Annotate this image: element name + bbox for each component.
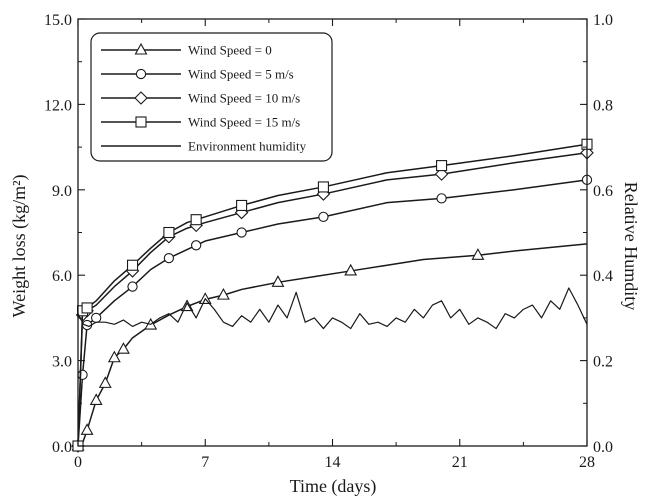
data-point xyxy=(81,302,93,314)
legend-box xyxy=(90,32,333,162)
y-tick-label: 3.0 xyxy=(52,354,72,371)
data-point xyxy=(436,193,447,204)
series-1 xyxy=(72,174,593,452)
legend-item: Wind Speed = 10 m/s xyxy=(101,91,300,106)
data-point xyxy=(236,199,248,212)
x-tick-label: 0 xyxy=(74,454,82,471)
data-point xyxy=(191,240,202,251)
legend-item: Wind Speed = 5 m/s xyxy=(101,67,294,82)
y2-tick-label: 0.6 xyxy=(593,183,613,200)
series-2 xyxy=(71,146,594,453)
series-line xyxy=(77,243,588,447)
data-point xyxy=(318,211,329,222)
data-point xyxy=(98,376,112,388)
series-line xyxy=(77,179,588,447)
series-0 xyxy=(71,243,588,451)
legend-marker xyxy=(134,42,148,55)
legend-item: Wind Speed = 15 m/s xyxy=(101,115,300,130)
y2-axis-label: Relative Humdity xyxy=(621,182,641,310)
legend-label: Wind Speed = 10 m/s xyxy=(188,91,300,106)
legend-marker xyxy=(135,68,147,80)
data-point xyxy=(344,263,358,276)
data-point xyxy=(163,252,175,264)
legend-label: Environment humidity xyxy=(188,139,307,154)
data-point xyxy=(436,160,448,172)
x-axis-label: Time (days) xyxy=(290,476,377,497)
y-tick-label: 12.0 xyxy=(44,97,72,114)
y-tick-label: 0.0 xyxy=(52,439,72,456)
data-point xyxy=(107,350,121,363)
series-3 xyxy=(72,138,593,452)
x-tick-label: 14 xyxy=(325,454,341,471)
legend-label: Wind Speed = 5 m/s xyxy=(188,67,294,82)
y2-tick-label: 0.8 xyxy=(593,97,613,114)
data-point xyxy=(317,181,329,193)
legend: Wind Speed = 0 Wind Speed = 5 m/s Wind Spe… xyxy=(90,32,333,162)
y-tick-label: 15.0 xyxy=(44,12,72,29)
legend-label: Wind Speed = 0 xyxy=(188,43,272,58)
series-line xyxy=(77,287,588,330)
x-tick-label: 21 xyxy=(452,454,468,471)
legend-marker xyxy=(134,91,148,105)
y2-tick-label: 0.4 xyxy=(593,268,613,285)
series-line xyxy=(77,152,588,447)
data-point xyxy=(91,312,102,324)
x-tick-label: 28 xyxy=(579,454,595,471)
data-point xyxy=(89,393,103,406)
y-axis-label: Weight loss (kg/m²) xyxy=(9,175,30,318)
y2-tick-label: 0.0 xyxy=(593,439,613,456)
y2-tick-label: 1.0 xyxy=(593,12,613,29)
y2-tick-label: 0.2 xyxy=(593,354,613,371)
data-point xyxy=(471,248,485,260)
data-point xyxy=(117,342,130,354)
legend-item: Wind Speed = 0 xyxy=(101,43,272,58)
axes: 0 7 14 21 280.03.06.09.012.015.00.00.20.40.6… xyxy=(44,12,613,471)
legend-label: Wind Speed = 15 m/s xyxy=(188,115,300,130)
y-tick-label: 6.0 xyxy=(52,268,72,285)
data-point xyxy=(216,287,230,300)
data-point xyxy=(126,259,139,271)
x-tick-label: 7 xyxy=(201,454,209,471)
legend-item: Environment humidity xyxy=(101,139,307,154)
plot-area xyxy=(71,138,594,453)
series-line xyxy=(77,143,588,447)
data-point xyxy=(80,423,94,435)
data-point xyxy=(236,227,247,238)
data-point xyxy=(190,214,202,226)
data-point xyxy=(271,275,285,287)
y-tick-label: 9.0 xyxy=(52,183,72,200)
data-point xyxy=(77,369,88,380)
series-4 xyxy=(77,287,588,330)
data-point xyxy=(127,281,138,292)
legend-marker xyxy=(135,116,147,128)
data-point xyxy=(163,226,175,239)
